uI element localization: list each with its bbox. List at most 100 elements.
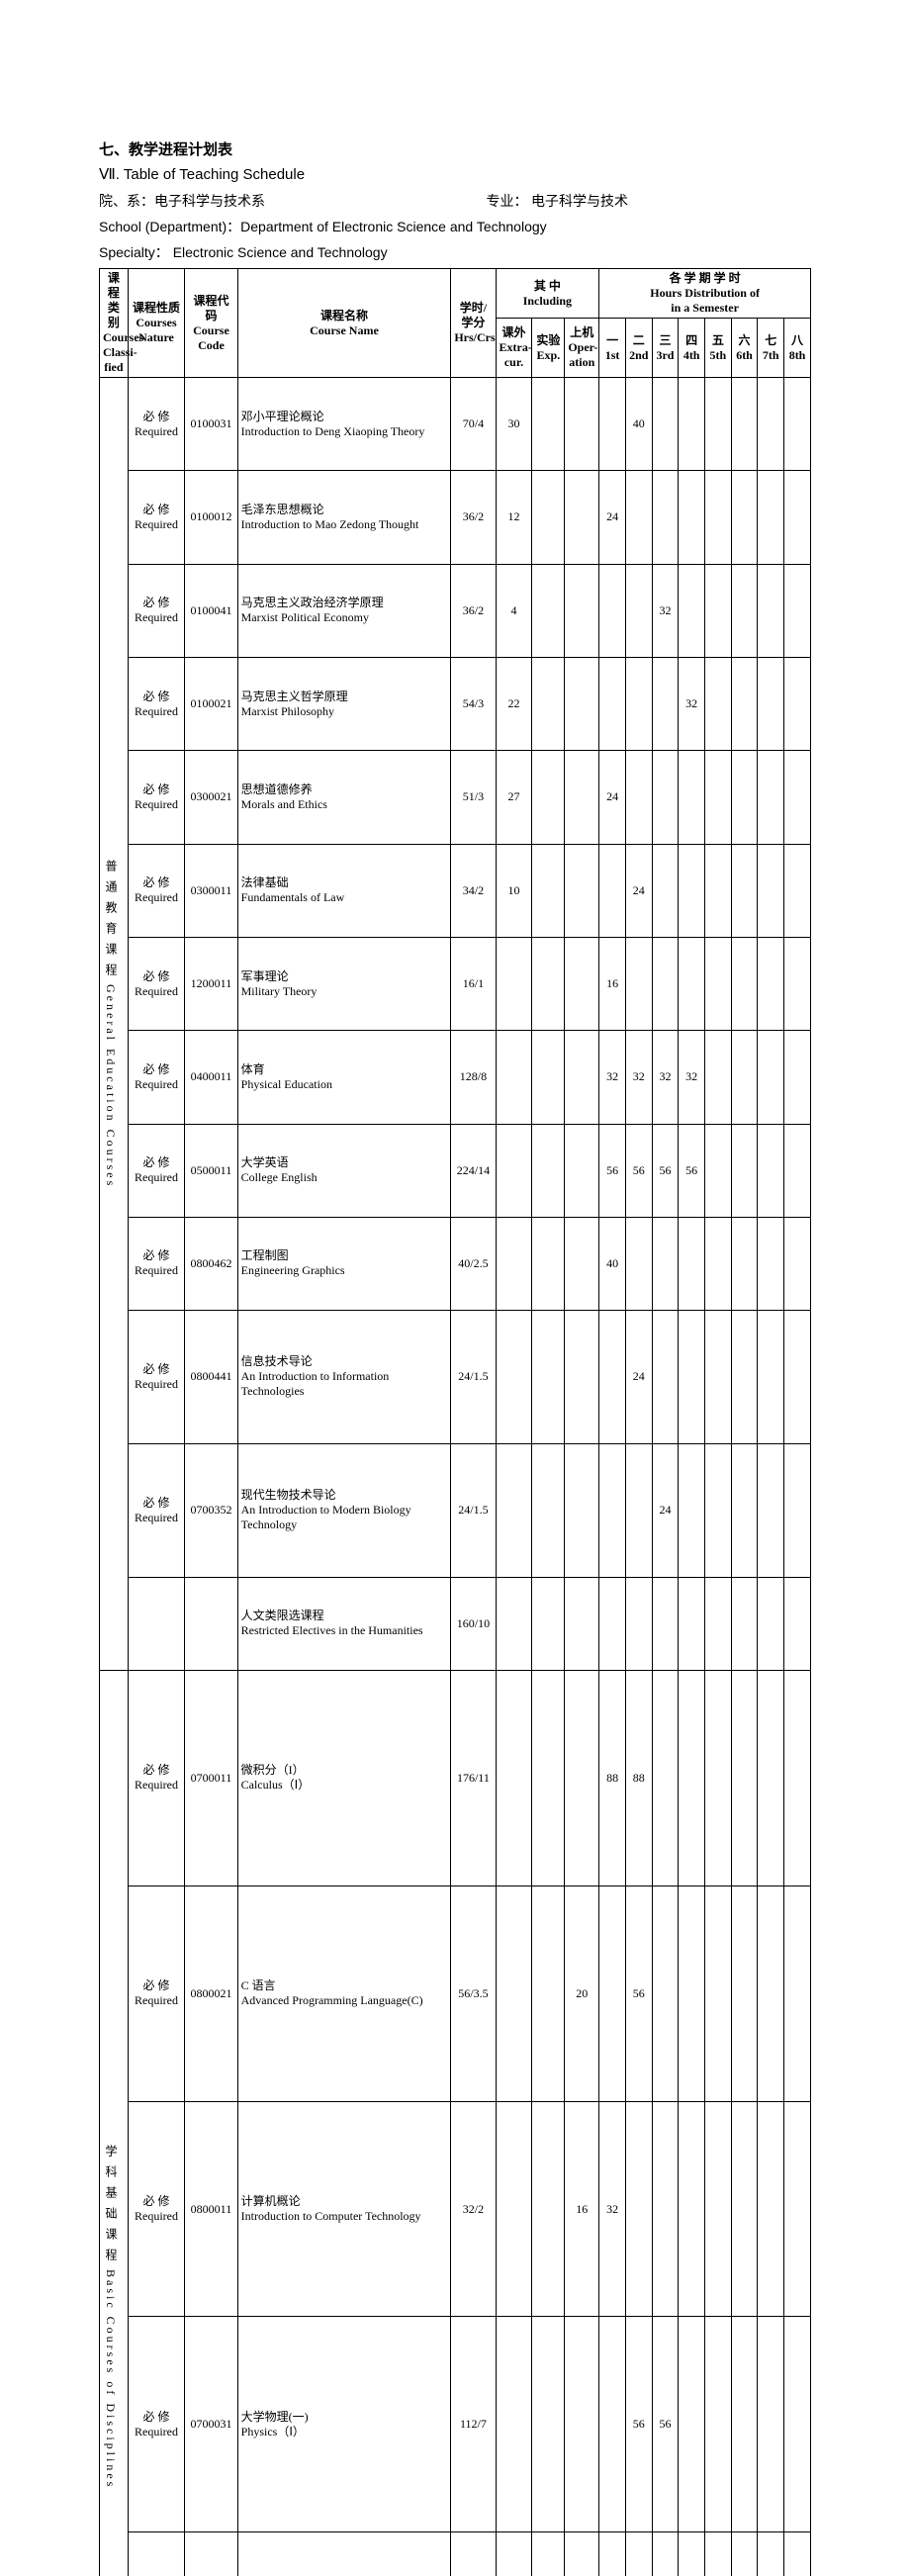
course-name-cell: 体育Physical Education bbox=[237, 1031, 451, 1124]
sem-cell-3: 24 bbox=[652, 1443, 679, 1577]
sem-cell-5 bbox=[705, 1311, 732, 1444]
exp-cell bbox=[532, 657, 565, 750]
table-row: 必 修Required0700041物理实验（一）Physics Lab. （Ⅰ… bbox=[100, 2532, 811, 2576]
course-name-cell: 工程制图Engineering Graphics bbox=[237, 1217, 451, 1310]
sem-cell-8 bbox=[784, 471, 811, 564]
sem-cell-2: 56 bbox=[625, 1124, 652, 1217]
sem-cell-7 bbox=[758, 378, 784, 471]
extra-cell: 30 bbox=[496, 378, 532, 471]
sem-cell-7 bbox=[758, 2317, 784, 2532]
hrs-cell: 40/2.5 bbox=[451, 1217, 496, 1310]
sem-cell-4: 56 bbox=[679, 1124, 705, 1217]
extra-cell bbox=[496, 2101, 532, 2317]
code-cell: 0100041 bbox=[185, 564, 237, 657]
course-name-cell: 马克思主义政治经济学原理Marxist Political Economy bbox=[237, 564, 451, 657]
hrs-cell: 160/10 bbox=[451, 1577, 496, 1670]
sem-cell-5 bbox=[705, 751, 732, 844]
sem-2: 二2nd bbox=[625, 319, 652, 378]
schedule-table: 课程类别 Courses Classi-fied 课程性质 Courses Na… bbox=[99, 268, 811, 2576]
op-cell bbox=[565, 1671, 599, 1886]
sem-cell-1: 16 bbox=[599, 937, 626, 1030]
sem-cell-6 bbox=[731, 1124, 758, 1217]
table-row: 必 修Required0100041马克思主义政治经济学原理Marxist Po… bbox=[100, 564, 811, 657]
extra-cell: 4 bbox=[496, 564, 532, 657]
sem-cell-3 bbox=[652, 937, 679, 1030]
sem-cell-4: 32 bbox=[679, 1031, 705, 1124]
sem-cell-5 bbox=[705, 937, 732, 1030]
sem-cell-8 bbox=[784, 2532, 811, 2576]
course-name-cell: 邓小平理论概论Introduction to Deng Xiaoping The… bbox=[237, 378, 451, 471]
exp-cell bbox=[532, 1886, 565, 2101]
sem-cell-4 bbox=[679, 2101, 705, 2317]
nature-cell: 必 修Required bbox=[128, 471, 185, 564]
hrs-cell: 24/1.5 bbox=[451, 1443, 496, 1577]
code-cell: 0800462 bbox=[185, 1217, 237, 1310]
sem-1: 一1st bbox=[599, 319, 626, 378]
sem-cell-2: 88 bbox=[625, 1671, 652, 1886]
sem-cell-8 bbox=[784, 1124, 811, 1217]
dept-label-cn: 院、系：电子科学与技术系 bbox=[99, 195, 265, 210]
hrs-cell: 34/2 bbox=[451, 844, 496, 937]
col-op: 上机 Oper-ation bbox=[565, 319, 599, 378]
sem-cell-4 bbox=[679, 1217, 705, 1310]
nature-cell: 必 修Required bbox=[128, 2317, 185, 2532]
sem-cell-3: 56 bbox=[652, 2317, 679, 2532]
sem-cell-5 bbox=[705, 2317, 732, 2532]
op-cell bbox=[565, 2317, 599, 2532]
exp-cell bbox=[532, 2317, 565, 2532]
sem-cell-5 bbox=[705, 471, 732, 564]
sem-cell-2: 56 bbox=[625, 2317, 652, 2532]
sem-cell-6 bbox=[731, 751, 758, 844]
code-cell: 1200011 bbox=[185, 937, 237, 1030]
op-cell bbox=[565, 937, 599, 1030]
col-category: 课程类别 Courses Classi-fied bbox=[100, 269, 129, 378]
sem-cell-5 bbox=[705, 1443, 732, 1577]
sem-cell-1: 32 bbox=[599, 2101, 626, 2317]
sem-cell-8 bbox=[784, 657, 811, 750]
nature-cell: 必 修Required bbox=[128, 1311, 185, 1444]
hrs-cell: 32/2 bbox=[451, 2101, 496, 2317]
exp-cell bbox=[532, 937, 565, 1030]
sem-6: 六6th bbox=[731, 319, 758, 378]
sem-cell-7 bbox=[758, 564, 784, 657]
hrs-cell: 56/3.5 bbox=[451, 1886, 496, 2101]
major-label-cn: 专业： 电子科学与技术 bbox=[487, 191, 629, 211]
sem-cell-6 bbox=[731, 2101, 758, 2317]
sem-cell-3 bbox=[652, 657, 679, 750]
sem-cell-8 bbox=[784, 2317, 811, 2532]
table-row: 必 修Required0300021思想道德修养Morals and Ethic… bbox=[100, 751, 811, 844]
nature-cell: 必 修Required bbox=[128, 1443, 185, 1577]
sem-cell-3 bbox=[652, 471, 679, 564]
sem-cell-3: 56 bbox=[652, 1124, 679, 1217]
sem-cell-1 bbox=[599, 2532, 626, 2576]
col-exp: 实验 Exp. bbox=[532, 319, 565, 378]
extra-cell bbox=[496, 1311, 532, 1444]
sem-cell-5 bbox=[705, 1124, 732, 1217]
sem-cell-3 bbox=[652, 1311, 679, 1444]
heading-title-en: Ⅶ. Table of Teaching Schedule bbox=[99, 165, 811, 183]
op-cell bbox=[565, 1311, 599, 1444]
sem-cell-6 bbox=[731, 1031, 758, 1124]
sem-cell-6 bbox=[731, 1671, 758, 1886]
extra-cell bbox=[496, 1671, 532, 1886]
sem-cell-3 bbox=[652, 1217, 679, 1310]
op-cell bbox=[565, 657, 599, 750]
code-cell: 0100012 bbox=[185, 471, 237, 564]
course-name-cell: 大学英语College English bbox=[237, 1124, 451, 1217]
course-name-cell: 人文类限选课程Restricted Electives in the Human… bbox=[237, 1577, 451, 1670]
sem-cell-4 bbox=[679, 1443, 705, 1577]
sem-cell-1: 24 bbox=[599, 471, 626, 564]
table-row: 必 修Required0800011计算机概论Introduction to C… bbox=[100, 2101, 811, 2317]
extra-cell: 12 bbox=[496, 471, 532, 564]
nature-cell: 必 修Required bbox=[128, 378, 185, 471]
sem-cell-7 bbox=[758, 1671, 784, 1886]
code-cell: 0700011 bbox=[185, 1671, 237, 1886]
sem-cell-5 bbox=[705, 1886, 732, 2101]
hrs-cell: 128/8 bbox=[451, 1031, 496, 1124]
hrs-cell: 56/3.5 bbox=[451, 2532, 496, 2576]
sem-cell-8 bbox=[784, 2101, 811, 2317]
course-name-cell: 毛泽东思想概论Introduction to Mao Zedong Though… bbox=[237, 471, 451, 564]
code-cell: 0800021 bbox=[185, 1886, 237, 2101]
table-row: 必 修Required0700031大学物理(一)Physics（Ⅰ）112/7… bbox=[100, 2317, 811, 2532]
extra-cell bbox=[496, 2317, 532, 2532]
